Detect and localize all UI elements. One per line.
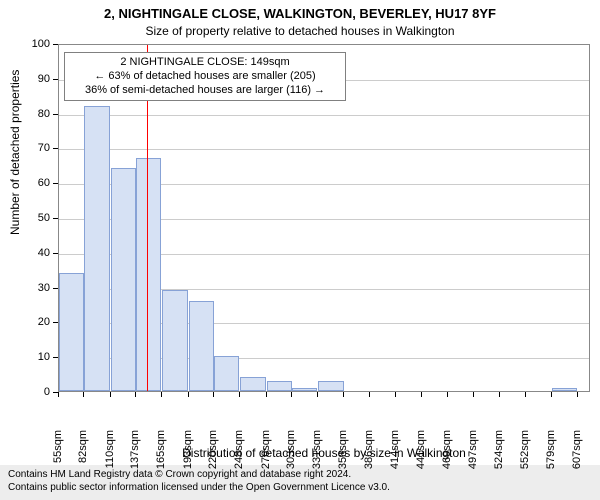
xtick-label: 220sqm — [207, 430, 219, 478]
xtick-label: 414sqm — [389, 430, 401, 478]
xtick-mark — [110, 392, 111, 397]
xtick-mark — [266, 392, 267, 397]
xtick-label: 193sqm — [182, 430, 194, 478]
xtick-label: 110sqm — [104, 430, 116, 478]
histogram-bar — [136, 158, 161, 391]
xtick-mark — [343, 392, 344, 397]
xtick-label: 386sqm — [363, 430, 375, 478]
annotation-box: 2 NIGHTINGALE CLOSE: 149sqm← 63% of deta… — [64, 52, 346, 101]
ytick-mark — [53, 44, 58, 45]
ytick-label: 20 — [24, 316, 50, 328]
xtick-mark — [291, 392, 292, 397]
histogram-bar — [292, 388, 317, 391]
annotation-line: 2 NIGHTINGALE CLOSE: 149sqm — [71, 56, 339, 70]
histogram-bar — [318, 381, 343, 391]
histogram-bar — [267, 381, 292, 391]
xtick-mark — [135, 392, 136, 397]
ytick-label: 40 — [24, 247, 50, 259]
xtick-label: 82sqm — [77, 430, 89, 478]
ytick-mark — [53, 218, 58, 219]
page-title: 2, NIGHTINGALE CLOSE, WALKINGTON, BEVERL… — [0, 6, 600, 21]
ytick-label: 60 — [24, 177, 50, 189]
histogram-bar — [240, 377, 265, 391]
xtick-label: 469sqm — [441, 430, 453, 478]
xtick-mark — [213, 392, 214, 397]
xtick-label: 497sqm — [467, 430, 479, 478]
ytick-label: 30 — [24, 282, 50, 294]
ytick-mark — [53, 183, 58, 184]
ytick-label: 0 — [24, 386, 50, 398]
histogram-bar — [189, 301, 214, 391]
ytick-mark — [53, 357, 58, 358]
xtick-label: 303sqm — [285, 430, 297, 478]
xtick-label: 137sqm — [129, 430, 141, 478]
annotation-line: ← 63% of detached houses are smaller (20… — [71, 70, 339, 84]
xtick-label: 552sqm — [519, 430, 531, 478]
histogram-bar — [162, 290, 187, 391]
xtick-mark — [499, 392, 500, 397]
xtick-label: 441sqm — [415, 430, 427, 478]
ytick-mark — [53, 288, 58, 289]
gridline-h — [59, 149, 589, 150]
ytick-label: 50 — [24, 212, 50, 224]
xtick-label: 248sqm — [233, 430, 245, 478]
xtick-mark — [395, 392, 396, 397]
xtick-label: 579sqm — [545, 430, 557, 478]
xtick-label: 607sqm — [571, 430, 583, 478]
xtick-label: 55sqm — [52, 430, 64, 478]
histogram-bar — [111, 168, 136, 391]
ytick-label: 100 — [24, 38, 50, 50]
ytick-mark — [53, 253, 58, 254]
ytick-mark — [53, 148, 58, 149]
xtick-mark — [421, 392, 422, 397]
chart-container: { "chart": { "type": "histogram", "title… — [0, 0, 600, 500]
xtick-mark — [473, 392, 474, 397]
footer-line-2: Contains public sector information licen… — [8, 482, 592, 495]
xtick-mark — [239, 392, 240, 397]
xtick-label: 165sqm — [155, 430, 167, 478]
xtick-mark — [447, 392, 448, 397]
xtick-mark — [551, 392, 552, 397]
histogram-bar — [214, 356, 239, 391]
ytick-label: 90 — [24, 73, 50, 85]
xtick-mark — [161, 392, 162, 397]
ytick-label: 70 — [24, 142, 50, 154]
ytick-label: 10 — [24, 351, 50, 363]
histogram-bar — [552, 388, 577, 391]
ytick-mark — [53, 322, 58, 323]
page-subtitle: Size of property relative to detached ho… — [0, 24, 600, 38]
annotation-line: 36% of semi-detached houses are larger (… — [71, 84, 339, 98]
xtick-mark — [58, 392, 59, 397]
xtick-mark — [525, 392, 526, 397]
histogram-bar — [59, 273, 84, 391]
xtick-mark — [83, 392, 84, 397]
ytick-mark — [53, 79, 58, 80]
xtick-label: 524sqm — [493, 430, 505, 478]
xtick-mark — [577, 392, 578, 397]
gridline-h — [59, 115, 589, 116]
xtick-mark — [317, 392, 318, 397]
ytick-label: 80 — [24, 108, 50, 120]
xtick-label: 358sqm — [337, 430, 349, 478]
y-axis-label: Number of detached properties — [8, 195, 22, 235]
histogram-bar — [84, 106, 109, 391]
xtick-mark — [369, 392, 370, 397]
footer-attribution: Contains HM Land Registry data © Crown c… — [0, 465, 600, 500]
xtick-mark — [188, 392, 189, 397]
ytick-mark — [53, 114, 58, 115]
xtick-label: 331sqm — [311, 430, 323, 478]
xtick-label: 276sqm — [260, 430, 272, 478]
